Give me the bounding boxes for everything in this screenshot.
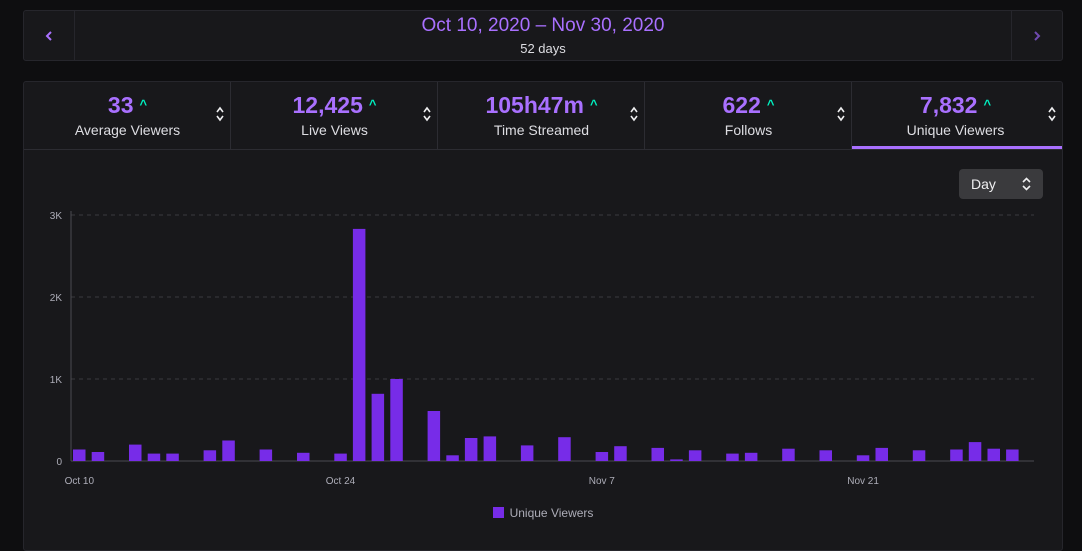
x-tick-label: Oct 10 bbox=[65, 476, 95, 487]
date-range-days: 52 days bbox=[520, 41, 566, 56]
next-range-button[interactable] bbox=[1011, 11, 1062, 60]
chart-bar bbox=[670, 459, 683, 461]
chart-bar bbox=[334, 453, 347, 461]
stat-tab-live-views[interactable]: 12,425 ^ Live Views bbox=[231, 82, 438, 149]
chart-bar bbox=[371, 393, 385, 461]
trend-up-icon: ^ bbox=[139, 97, 148, 112]
granularity-value: Day bbox=[971, 176, 996, 192]
select-arrows-icon bbox=[1022, 177, 1031, 191]
chart-bar bbox=[464, 438, 478, 461]
trend-up-icon: ^ bbox=[983, 97, 992, 112]
sort-icon bbox=[837, 106, 845, 122]
chart-bar bbox=[297, 452, 310, 461]
chart-bar bbox=[259, 449, 273, 461]
date-range-bar: Oct 10, 2020 – Nov 30, 2020 52 days bbox=[23, 10, 1063, 61]
chart-bar bbox=[427, 411, 441, 461]
legend-swatch bbox=[492, 507, 504, 518]
chart-bar bbox=[446, 455, 459, 461]
chart-bar bbox=[744, 452, 758, 461]
chart-bar bbox=[987, 448, 1000, 461]
chevron-left-icon bbox=[45, 30, 52, 41]
stat-tab-average-viewers[interactable]: 33 ^ Average Viewers bbox=[24, 82, 231, 149]
stat-label: Unique Viewers bbox=[906, 122, 1005, 138]
chart-bar bbox=[912, 450, 926, 461]
chart-bar bbox=[222, 440, 235, 461]
stat-label: Average Viewers bbox=[74, 122, 181, 138]
chart-bar bbox=[651, 447, 664, 461]
chart-bar bbox=[968, 442, 982, 461]
stat-value: 12,425 bbox=[292, 92, 363, 118]
chart-bar bbox=[203, 450, 217, 461]
sort-icon bbox=[216, 106, 224, 122]
date-range-label[interactable]: Oct 10, 2020 – Nov 30, 2020 52 days bbox=[74, 11, 1012, 56]
y-tick-label: 0 bbox=[56, 457, 62, 468]
chevron-right-icon bbox=[1034, 30, 1041, 41]
stat-tab-follows[interactable]: 622 ^ Follows bbox=[645, 82, 852, 149]
chart-bar bbox=[390, 379, 403, 461]
trend-up-icon: ^ bbox=[589, 97, 598, 112]
stat-value: 105h47m bbox=[485, 92, 584, 118]
stat-tab-unique-viewers[interactable]: 7,832 ^ Unique Viewers bbox=[852, 82, 1062, 149]
x-tick-label: Nov 7 bbox=[589, 476, 616, 487]
stat-tab-time-streamed[interactable]: 105h47m ^ Time Streamed bbox=[438, 82, 645, 149]
chart-bar bbox=[147, 453, 161, 461]
previous-range-button[interactable] bbox=[24, 11, 75, 60]
date-range-title: Oct 10, 2020 – Nov 30, 2020 bbox=[421, 15, 665, 36]
chart-bar bbox=[166, 453, 179, 461]
stat-value: 33 bbox=[107, 92, 134, 118]
chart-bar bbox=[483, 436, 497, 461]
chart-bar bbox=[129, 444, 142, 461]
stat-value: 7,832 bbox=[919, 92, 978, 118]
stat-tabs: 33 ^ Average Viewers 12,425 ^ Live Views 1… bbox=[24, 82, 1062, 150]
chart-bar bbox=[819, 450, 832, 461]
chart-bar bbox=[782, 448, 795, 461]
chart-bar bbox=[688, 450, 702, 461]
x-tick-label: Oct 24 bbox=[326, 476, 356, 487]
sort-icon bbox=[423, 106, 431, 122]
chart-bar bbox=[595, 452, 609, 461]
chart-bar bbox=[1006, 449, 1019, 461]
x-tick-label: Nov 21 bbox=[847, 476, 879, 487]
y-tick-label: 3K bbox=[50, 211, 63, 222]
trend-up-icon: ^ bbox=[766, 97, 775, 112]
unique-viewers-chart: 0 1K 2K 3K Oct 10 Oct 24 Nov 7 Nov 21 bbox=[50, 211, 1034, 487]
chart-bar bbox=[614, 446, 627, 461]
chart-bar bbox=[73, 449, 86, 461]
sort-icon bbox=[1048, 106, 1056, 122]
chart-bar bbox=[726, 453, 739, 461]
y-tick-label: 1K bbox=[50, 375, 63, 386]
chart-bar bbox=[558, 437, 571, 461]
stat-label: Live Views bbox=[301, 122, 368, 138]
analytics-panel: 33 ^ Average Viewers 12,425 ^ Live Views 1… bbox=[23, 81, 1063, 551]
stat-value: 622 bbox=[722, 92, 761, 118]
legend-label: Unique Viewers bbox=[509, 506, 594, 520]
stat-label: Follows bbox=[724, 122, 773, 138]
y-tick-label: 2K bbox=[50, 293, 63, 304]
granularity-select[interactable]: Day bbox=[959, 169, 1043, 199]
stat-label: Time Streamed bbox=[493, 122, 590, 138]
chart-bar bbox=[856, 455, 870, 461]
trend-up-icon: ^ bbox=[368, 97, 377, 112]
chart-bar bbox=[520, 445, 534, 461]
sort-icon bbox=[630, 106, 638, 122]
chart-bar bbox=[950, 449, 963, 461]
chart-legend[interactable]: Unique Viewers bbox=[24, 506, 1062, 520]
chart-bar bbox=[875, 447, 888, 461]
chart-bar bbox=[352, 228, 366, 461]
chart-bar bbox=[91, 452, 105, 461]
